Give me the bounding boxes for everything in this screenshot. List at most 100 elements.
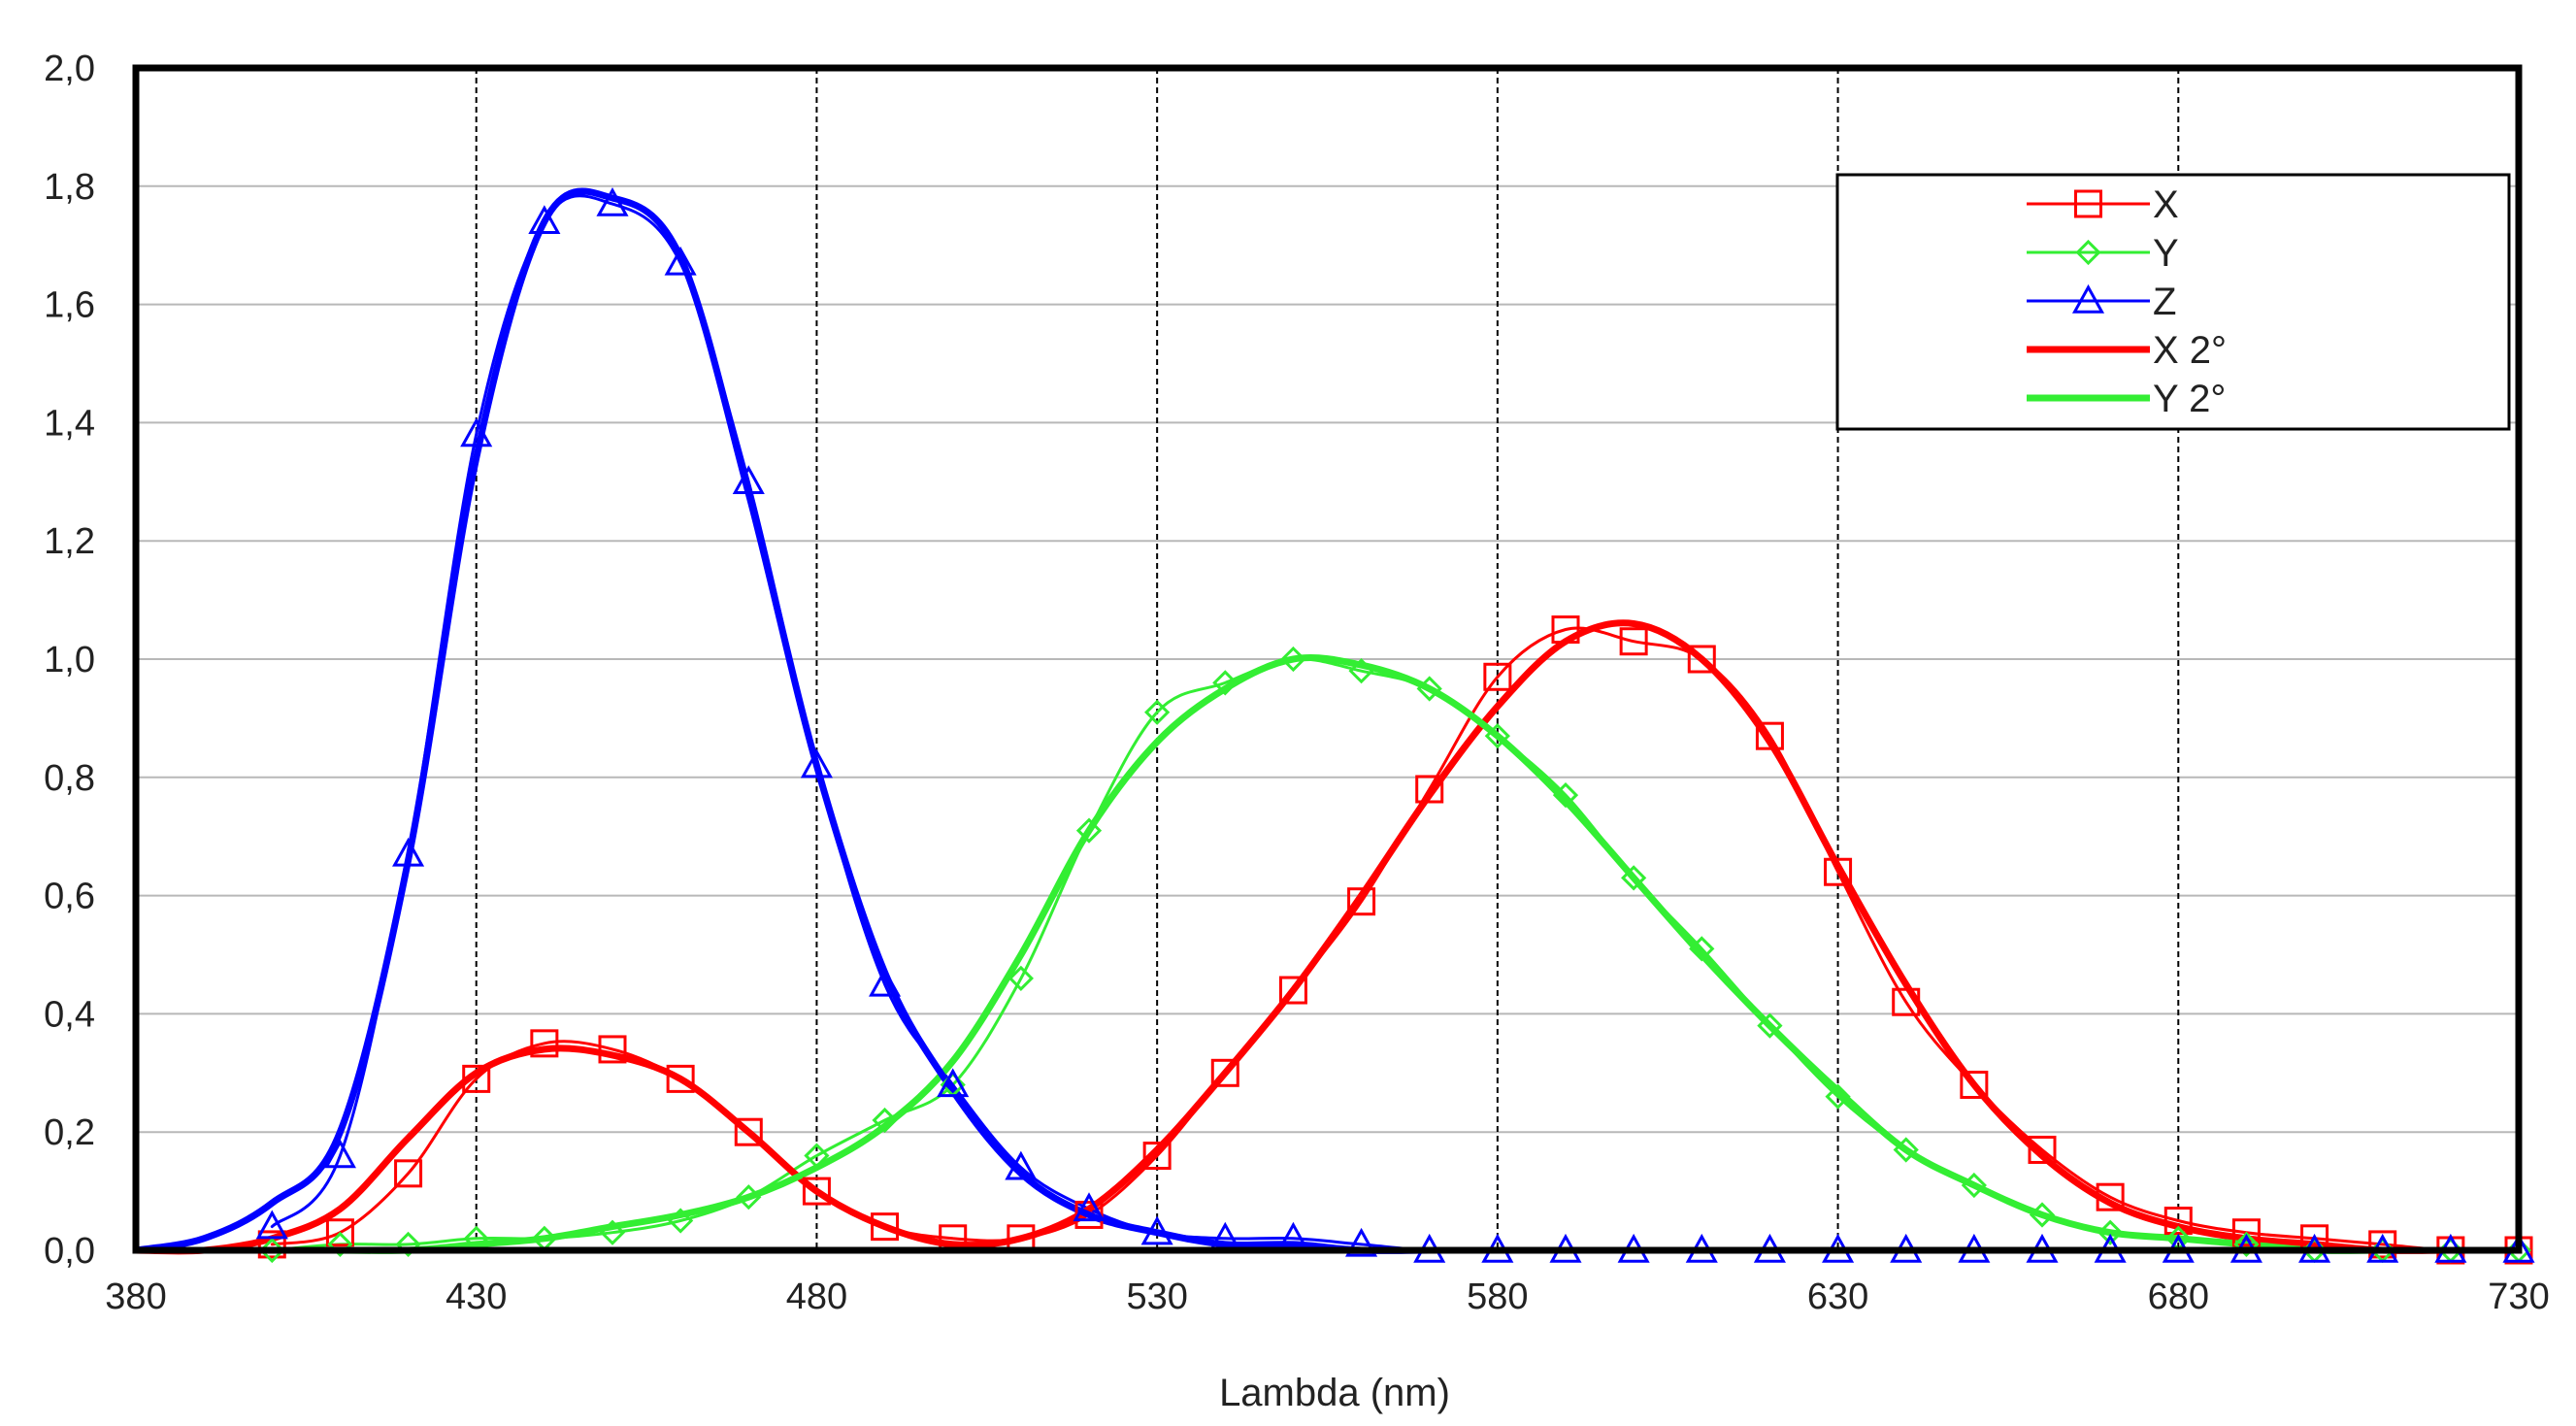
y-tick-label: 1,2 bbox=[44, 521, 95, 562]
series-line-y-2deg bbox=[132, 654, 2523, 1254]
x-tick-labels: 380 430 480 530 580 630 680 730 bbox=[105, 1277, 2549, 1317]
x-tick-label: 730 bbox=[2488, 1277, 2549, 1317]
data-point-z bbox=[1005, 1150, 1038, 1180]
data-point-x bbox=[1755, 721, 1784, 750]
x-tick-label: 530 bbox=[1126, 1277, 1187, 1317]
data-point-x bbox=[871, 1212, 900, 1242]
data-point-x bbox=[1210, 1058, 1239, 1087]
data-point-z bbox=[937, 1068, 970, 1098]
legend-box bbox=[1835, 173, 2511, 431]
data-point-y bbox=[1961, 1172, 1987, 1199]
data-point-y bbox=[1280, 646, 1306, 673]
data-point-y bbox=[1144, 699, 1171, 725]
data-point-x bbox=[1687, 645, 1716, 674]
y-tick-label: 0,4 bbox=[44, 994, 95, 1035]
data-point-z bbox=[1345, 1227, 1378, 1257]
data-point-z bbox=[323, 1139, 356, 1169]
data-point-y bbox=[1416, 676, 1442, 702]
data-point-x bbox=[1483, 662, 1512, 691]
data-point-y bbox=[1484, 723, 1510, 749]
data-point-y bbox=[1552, 781, 1579, 809]
data-point-y bbox=[736, 1184, 762, 1210]
data-point-x bbox=[1551, 615, 1580, 645]
data-point-x bbox=[257, 1230, 286, 1259]
data-point-y bbox=[599, 1219, 626, 1245]
x-tick-label: 480 bbox=[786, 1277, 847, 1317]
legend-label-x: X bbox=[2153, 183, 2179, 226]
data-point-x bbox=[462, 1064, 491, 1093]
data-point-y bbox=[1893, 1137, 1919, 1163]
data-point-x bbox=[1347, 887, 1376, 916]
data-point-z bbox=[664, 246, 697, 276]
data-point-x bbox=[1960, 1070, 1989, 1099]
x-tick-label: 680 bbox=[2148, 1277, 2209, 1317]
data-point-x bbox=[598, 1035, 627, 1064]
data-point-z bbox=[800, 748, 833, 779]
x-tick-label: 430 bbox=[446, 1277, 507, 1317]
data-point-y bbox=[259, 1237, 285, 1264]
data-point-z bbox=[255, 1210, 288, 1240]
data-point-y bbox=[1757, 1012, 1783, 1039]
y-tick-label: 0,8 bbox=[44, 758, 95, 799]
legend-marker-y bbox=[2075, 239, 2101, 266]
x-axis-title: Lambda (nm) bbox=[1219, 1372, 1450, 1414]
data-point-z bbox=[392, 837, 425, 867]
data-point-x bbox=[2096, 1182, 2125, 1211]
x-tick-label: 580 bbox=[1467, 1277, 1528, 1317]
legend: XYZ X 2° Y 2° bbox=[1835, 173, 2511, 431]
x-tick-label: 380 bbox=[105, 1277, 166, 1317]
data-point-x bbox=[1824, 857, 1853, 886]
series-lines bbox=[132, 187, 2523, 1255]
legend-label-y: Y bbox=[2153, 232, 2179, 275]
y-tick-label: 1,0 bbox=[44, 640, 95, 680]
data-point-x bbox=[1074, 1200, 1104, 1229]
legend-label-x-2deg: X 2° bbox=[2153, 329, 2227, 372]
data-point-z bbox=[460, 417, 493, 448]
data-point-y bbox=[1212, 670, 1238, 696]
y-tick-labels: 0,0 0,2 0,4 0,6 0,8 1,0 1,2 1,4 1,6 1,8 2,0 bbox=[44, 49, 95, 1272]
data-point-x bbox=[2163, 1207, 2193, 1236]
y-tick-label: 1,4 bbox=[44, 403, 95, 444]
legend-label-z: Z bbox=[2153, 281, 2176, 323]
series-line-x-2deg bbox=[132, 619, 2523, 1255]
y-tick-label: 0,2 bbox=[44, 1112, 95, 1153]
data-point-y bbox=[2233, 1231, 2260, 1258]
data-point-z bbox=[869, 967, 902, 997]
data-point-y bbox=[1007, 965, 1034, 991]
data-point-x bbox=[1415, 775, 1444, 804]
y-tick-label: 2,0 bbox=[44, 49, 95, 89]
data-point-x bbox=[2028, 1135, 2057, 1164]
data-point-y bbox=[1825, 1083, 1851, 1110]
data-point-x bbox=[802, 1177, 831, 1206]
data-point-y bbox=[327, 1231, 353, 1258]
data-point-y bbox=[1348, 658, 1374, 684]
data-point-z bbox=[528, 205, 561, 235]
data-point-y bbox=[804, 1143, 830, 1169]
data-point-y bbox=[872, 1107, 898, 1134]
data-point-y bbox=[1075, 817, 1103, 844]
data-point-z bbox=[732, 465, 765, 494]
data-point-x bbox=[394, 1159, 423, 1188]
data-point-x bbox=[1619, 627, 1648, 656]
data-point-y bbox=[1621, 865, 1647, 891]
data-point-x bbox=[1142, 1142, 1172, 1171]
data-point-x bbox=[734, 1117, 763, 1146]
data-point-y bbox=[395, 1231, 421, 1258]
data-point-x bbox=[1278, 976, 1307, 1005]
data-point-z bbox=[596, 186, 629, 216]
legend-marker-z bbox=[2071, 283, 2105, 314]
y-tick-label: 1,8 bbox=[44, 167, 95, 208]
legend-marker-x bbox=[2074, 189, 2102, 218]
y-tick-label: 0,6 bbox=[44, 877, 95, 917]
y-tick-label: 1,6 bbox=[44, 285, 95, 326]
data-point-x bbox=[666, 1064, 695, 1093]
data-point-x bbox=[1892, 987, 1921, 1016]
data-point-y bbox=[1689, 936, 1715, 962]
data-point-x bbox=[2231, 1218, 2261, 1247]
data-point-y bbox=[668, 1208, 694, 1234]
y-tick-label: 0,0 bbox=[44, 1231, 95, 1272]
data-point-x bbox=[2368, 1230, 2397, 1259]
data-point-x bbox=[325, 1218, 354, 1247]
data-point-x bbox=[530, 1029, 559, 1058]
